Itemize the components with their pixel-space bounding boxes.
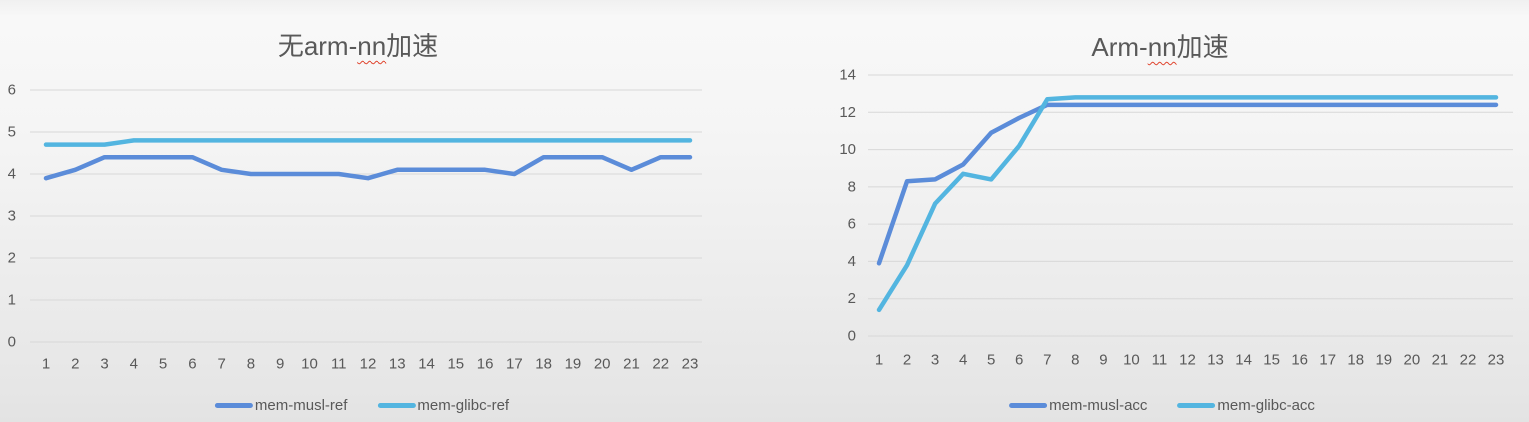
y-axis-tick-label: 0 (848, 328, 856, 345)
title-text: 加速 (386, 31, 439, 61)
y-axis-tick-label: 4 (8, 166, 16, 183)
title-text-misspelled: nn (1147, 32, 1177, 62)
x-axis-tick-label: 1 (42, 356, 50, 373)
x-axis-tick-label: 10 (301, 356, 318, 373)
y-axis-tick-label: 3 (8, 208, 16, 225)
y-axis-tick-label: 1 (8, 292, 16, 309)
legend-label: mem-glibc-acc (1217, 397, 1315, 414)
x-axis-tick-label: 9 (1099, 352, 1107, 369)
legend-item-mem-musl-acc: mem-musl-acc (1009, 397, 1147, 414)
x-axis-tick-label: 5 (987, 352, 995, 369)
y-axis-tick-label: 5 (8, 124, 16, 141)
title-text-misspelled: nn (357, 31, 387, 61)
x-axis-tick-label: 18 (1347, 352, 1364, 369)
x-axis-tick-label: 2 (903, 352, 911, 369)
x-axis-tick-label: 14 (1235, 352, 1252, 369)
series-line-mem-glibc-ref (43, 138, 693, 147)
series-line-mem-musl-acc (876, 102, 1499, 266)
y-axis-tick-label: 6 (8, 82, 16, 99)
x-axis-tick-label: 19 (1375, 352, 1392, 369)
legend-line-swatch (214, 403, 253, 408)
x-axis-tick-label: 8 (1071, 352, 1079, 369)
legend-label: mem-musl-acc (1049, 397, 1148, 414)
x-axis-tick-label: 23 (682, 356, 699, 373)
x-axis-tick-label: 21 (1432, 352, 1449, 369)
x-axis-tick-label: 20 (1404, 352, 1421, 369)
x-axis-tick-label: 12 (360, 356, 377, 373)
x-axis-tick-label: 6 (188, 356, 196, 373)
x-axis-tick-label: 12 (1179, 352, 1196, 369)
x-axis-tick-label: 17 (506, 356, 523, 373)
x-axis-tick-label: 6 (1015, 352, 1023, 369)
x-axis-tick-label: 22 (1460, 352, 1477, 369)
series-line-mem-musl-ref (43, 154, 693, 181)
legend-line-swatch (1009, 403, 1048, 408)
legend-item-mem-musl-ref: mem-musl-ref (214, 397, 348, 414)
right-chart-legend: mem-musl-acc mem-glibc-acc (1009, 397, 1315, 414)
x-axis-tick-label: 23 (1488, 352, 1505, 369)
legend-line-swatch (377, 403, 416, 408)
x-axis-tick-label: 16 (477, 356, 494, 373)
x-axis-tick-label: 1 (875, 352, 883, 369)
title-text: 无arm- (277, 31, 358, 61)
y-axis-tick-label: 0 (8, 334, 16, 351)
x-axis-tick-label: 15 (447, 356, 464, 373)
y-axis-tick-label: 4 (848, 253, 856, 270)
left-chart-legend: mem-musl-ref mem-glibc-ref (214, 397, 509, 414)
x-axis-tick-label: 15 (1263, 352, 1280, 369)
x-axis-tick-label: 16 (1291, 352, 1308, 369)
x-axis-tick-label: 13 (1207, 352, 1224, 369)
x-axis-tick-label: 2 (71, 356, 79, 373)
legend-label: mem-glibc-ref (417, 397, 510, 414)
x-axis-tick-label: 19 (565, 356, 582, 373)
x-axis-tick-label: 7 (217, 356, 225, 373)
series-line-mem-glibc-acc (876, 95, 1499, 313)
y-axis-tick-label: 2 (8, 250, 16, 267)
x-axis-tick-label: 13 (389, 356, 406, 373)
x-axis-tick-label: 22 (652, 356, 669, 373)
legend-item-mem-glibc-ref: mem-glibc-ref (377, 397, 509, 414)
x-axis-tick-label: 18 (535, 356, 552, 373)
x-axis-tick-label: 4 (130, 356, 138, 373)
legend-label: mem-musl-ref (254, 397, 348, 414)
x-axis-tick-label: 3 (931, 352, 939, 369)
y-axis-tick-label: 6 (848, 216, 856, 233)
left-chart-title: 无arm-nn加速 (278, 26, 438, 63)
x-axis-tick-label: 20 (594, 356, 611, 373)
y-axis-tick-label: 2 (848, 290, 856, 307)
x-axis-tick-label: 17 (1319, 352, 1336, 369)
x-axis-tick-label: 3 (100, 356, 108, 373)
title-text: 加速 (1176, 32, 1229, 62)
y-axis-tick-label: 12 (839, 104, 856, 121)
y-axis-tick-label: 8 (848, 178, 856, 195)
x-axis-tick-label: 7 (1043, 352, 1051, 369)
legend-item-mem-glibc-acc: mem-glibc-acc (1177, 397, 1315, 414)
y-axis-tick-label: 10 (839, 141, 856, 158)
x-axis-tick-label: 9 (276, 356, 284, 373)
x-axis-tick-label: 21 (623, 356, 640, 373)
x-axis-tick-label: 4 (959, 352, 967, 369)
title-text: Arm- (1091, 32, 1148, 62)
legend-line-swatch (1177, 403, 1216, 408)
x-axis-tick-label: 5 (159, 356, 167, 373)
x-axis-tick-label: 14 (418, 356, 435, 373)
x-axis-tick-label: 10 (1123, 352, 1140, 369)
y-axis-tick-label: 14 (839, 67, 856, 84)
x-axis-tick-label: 11 (1152, 352, 1168, 369)
x-axis-tick-label: 11 (331, 356, 347, 373)
right-chart-title: Arm-nn加速 (1091, 27, 1228, 64)
x-axis-tick-label: 8 (247, 356, 255, 373)
